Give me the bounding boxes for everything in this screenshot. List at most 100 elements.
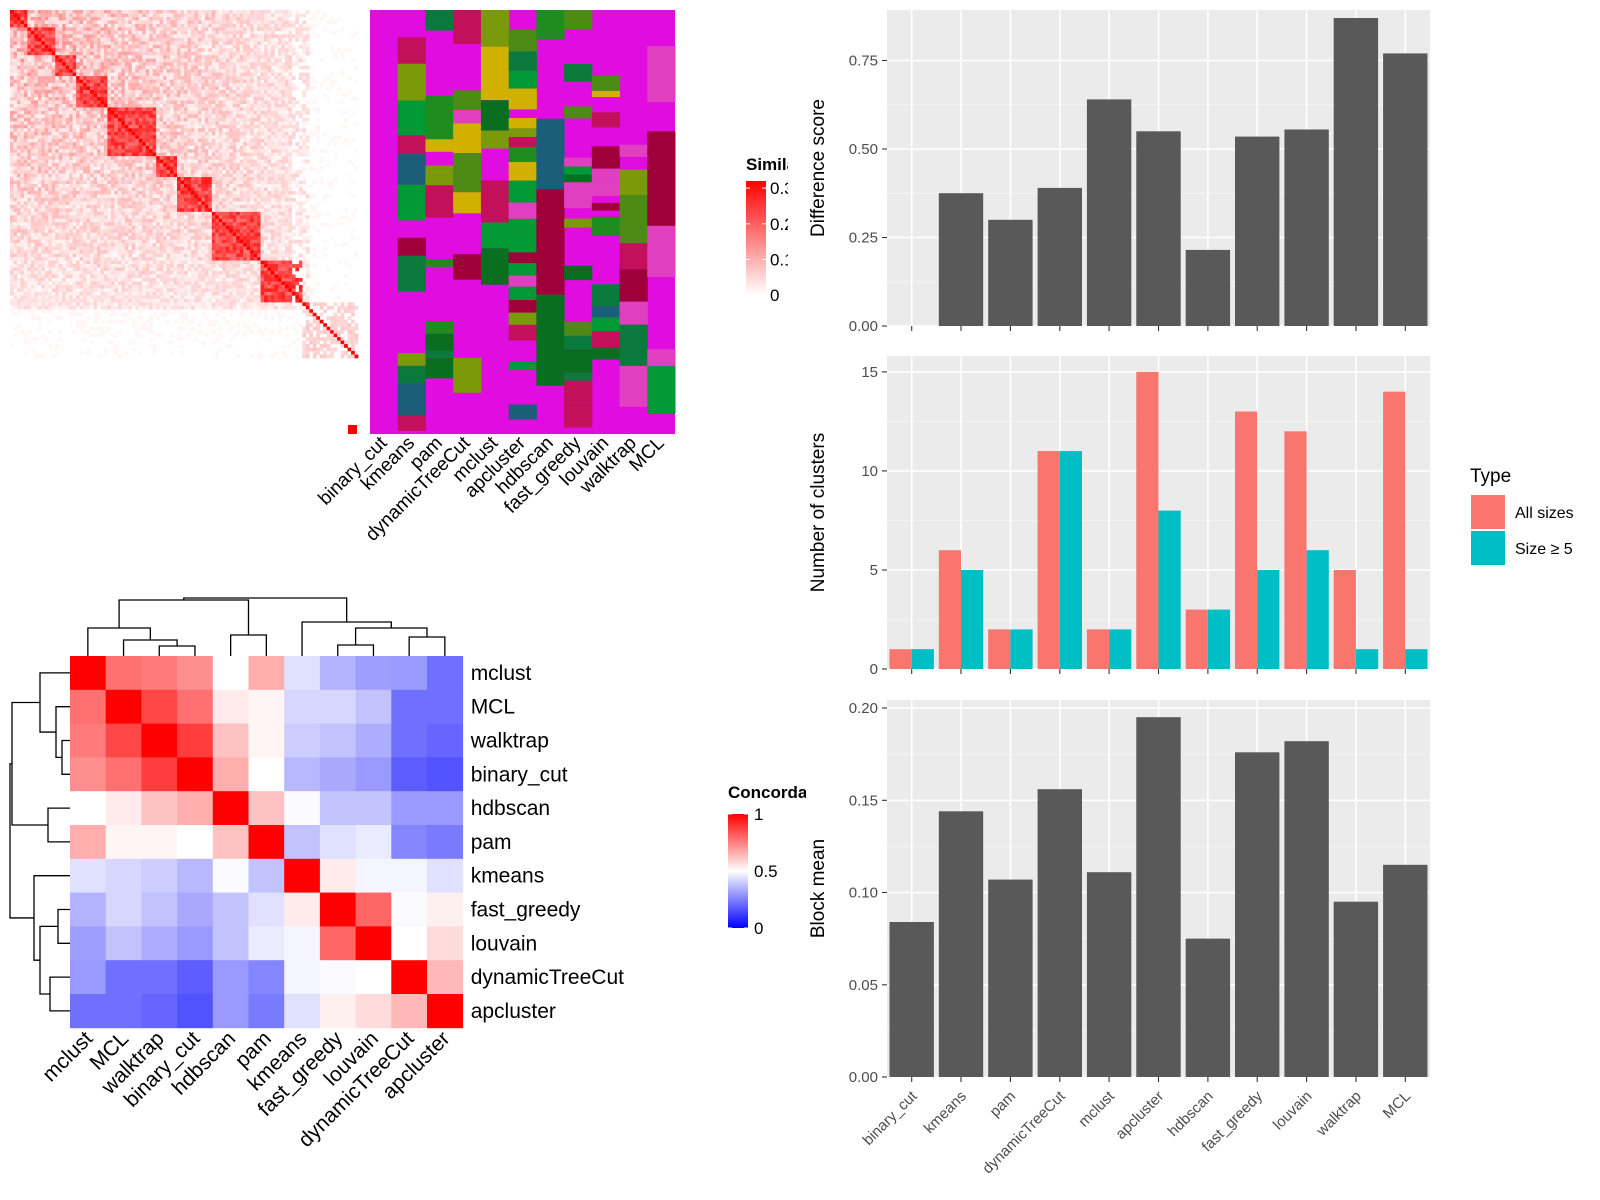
- concordance-cell: [391, 791, 428, 826]
- concordance-cell: [177, 994, 214, 1029]
- concordance-cell: [177, 757, 214, 792]
- x-tick-label: dynamicTreeCut: [979, 1087, 1069, 1177]
- bar-all-sizes: [1333, 570, 1356, 669]
- bar-all-sizes: [988, 629, 1011, 669]
- concordance-cell: [141, 994, 178, 1029]
- concordance-cell: [427, 994, 464, 1029]
- concordance-cell: [248, 994, 285, 1029]
- bar: [1333, 901, 1379, 1077]
- bar: [938, 193, 984, 326]
- concordance-cell: [212, 825, 249, 860]
- bar-all-sizes: [1284, 431, 1307, 669]
- similarity-legend-tick: 0: [770, 286, 779, 305]
- y-tick-label: 0.50: [849, 141, 878, 158]
- bar: [889, 922, 934, 1077]
- bar: [1284, 741, 1329, 1077]
- bar: [1284, 129, 1329, 326]
- bar-all-sizes: [1235, 411, 1258, 669]
- concordance-cell: [391, 960, 428, 995]
- concordance-colorbar: [728, 814, 748, 928]
- concordance-row-label: apcluster: [471, 1000, 556, 1023]
- number-of-clusters-chart: 0 5 10 15 Number of clusters: [808, 356, 1430, 678]
- concordance-cell: [177, 791, 214, 826]
- similarity-heatmap: [10, 10, 359, 434]
- bar: [1136, 717, 1181, 1077]
- concordance-row-label: binary_cut: [471, 763, 568, 786]
- bar: [1086, 872, 1132, 1077]
- concordance-cell: [284, 723, 321, 758]
- concordance-row-label: louvain: [471, 932, 538, 955]
- bar: [1136, 131, 1181, 326]
- concordance-cell: [391, 892, 428, 927]
- bar-size-ge-5: [911, 649, 934, 669]
- concordance-cell: [177, 825, 214, 860]
- block-mean-chart: 0.00 0.05 0.10 0.15 0.20 binary_cut kmeans pamd…: [808, 700, 1430, 1177]
- concordance-legend-tick: 0.5: [754, 862, 778, 881]
- concordance-cell: [248, 892, 285, 927]
- concordance-cell: [248, 689, 285, 724]
- concordance-cell: [141, 689, 178, 724]
- bar: [1185, 249, 1231, 326]
- concordance-cell: [427, 858, 464, 893]
- similarity-colorbar: [746, 181, 766, 295]
- concordance-cell: [284, 960, 321, 995]
- concordance-cell: [355, 994, 392, 1029]
- concordance-cell: [391, 825, 428, 860]
- concordance-cell: [70, 994, 107, 1029]
- concordance-cell: [177, 892, 214, 927]
- concordance-cell: [105, 689, 142, 724]
- concordance-cell: [427, 926, 464, 961]
- legend-label-size-ge-5: Size ≥ 5: [1515, 541, 1573, 558]
- concordance-cell: [177, 656, 214, 691]
- concordance-cell: [105, 757, 142, 792]
- concordance-cell: [70, 689, 107, 724]
- concordance-cell: [212, 892, 249, 927]
- concordance-cell: [212, 926, 249, 961]
- concordance-cell: [141, 926, 178, 961]
- y-tick-label: 0.00: [849, 1069, 878, 1086]
- bar-all-sizes: [889, 649, 912, 669]
- concordance-cell: [284, 858, 321, 893]
- concordance-cell: [212, 723, 249, 758]
- x-tick-label: MCL: [1380, 1088, 1414, 1122]
- concordance-cell: [355, 926, 392, 961]
- concordance-row-label: dynamicTreeCut: [471, 966, 624, 989]
- x-tick-label: kmeans: [921, 1088, 970, 1137]
- concordance-cell: [70, 723, 107, 758]
- concordance-cell: [319, 656, 356, 691]
- similarity-legend-title: Similarity: [746, 155, 823, 174]
- concordance-cell: [248, 656, 285, 691]
- concordance-row-dendrogram: [9, 672, 70, 1012]
- difference-score-chart: 0.00 0.25 0.50 0.75 Difference score: [808, 10, 1430, 335]
- similarity-legend-tick: 0.3: [770, 179, 794, 198]
- y-tick-label: 0.05: [849, 977, 878, 994]
- bar: [1235, 752, 1280, 1077]
- y-tick-label: 0.75: [849, 53, 878, 70]
- concordance-cell: [105, 892, 142, 927]
- concordance-cell: [248, 757, 285, 792]
- concordance-cell: [355, 689, 392, 724]
- concordance-cell: [70, 791, 107, 826]
- bar: [1037, 789, 1082, 1077]
- concordance-cell: [105, 656, 142, 691]
- concordance-cell: [391, 689, 428, 724]
- concordance-cell: [427, 723, 464, 758]
- concordance-heatmap: [70, 656, 464, 1029]
- concordance-cell: [284, 825, 321, 860]
- concordance-cell: [355, 858, 392, 893]
- bar: [1383, 53, 1428, 327]
- concordance-cell: [284, 892, 321, 927]
- concordance-row-label: hdbscan: [471, 797, 550, 820]
- concordance-column-labels: mclustMCLwalktrapbinary_cuthdbscanpamkme…: [38, 1027, 454, 1152]
- type-legend: Type All sizes Size ≥ 5: [1470, 466, 1574, 565]
- concordance-cell: [212, 858, 249, 893]
- bar-size-ge-5: [1109, 629, 1132, 669]
- concordance-cell: [212, 689, 249, 724]
- cluster-assignment-heatmap: [370, 10, 676, 434]
- concordance-cell: [319, 791, 356, 826]
- x-tick-label: walktrap: [1313, 1088, 1365, 1140]
- concordance-cell: [141, 791, 178, 826]
- concordance-cell: [284, 656, 321, 691]
- concordance-row-label: walktrap: [470, 730, 549, 753]
